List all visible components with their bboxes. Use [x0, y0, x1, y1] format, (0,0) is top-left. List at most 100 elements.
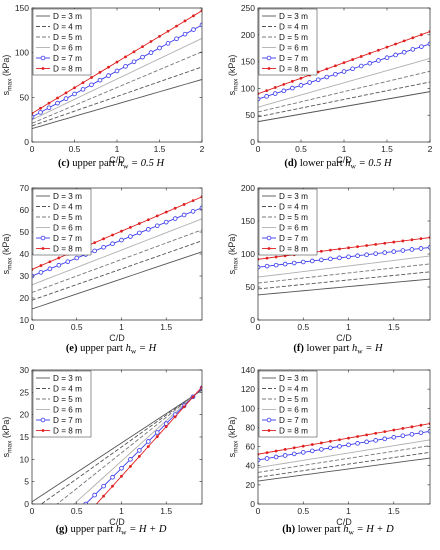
y-tick-label: 50	[246, 110, 256, 120]
legend-box	[32, 370, 92, 438]
legend-label: D = 6 m	[53, 44, 82, 53]
x-tick-label: 0	[256, 506, 261, 516]
data-point	[291, 260, 297, 266]
data-point	[328, 256, 333, 262]
data-point	[89, 82, 94, 88]
data-point	[157, 45, 162, 51]
y-tick-label: 10	[20, 454, 30, 464]
data-point	[146, 445, 150, 448]
data-point	[356, 245, 359, 249]
legend-label: D = 5 m	[279, 213, 308, 222]
y-tick-label: 60	[20, 205, 30, 215]
series-line	[32, 218, 202, 286]
data-point	[46, 105, 52, 111]
data-point	[102, 237, 105, 241]
series-line	[258, 81, 430, 118]
data-point	[281, 88, 287, 94]
y-tick-label: 140	[241, 365, 255, 375]
data-point	[192, 14, 195, 18]
data-point	[137, 455, 141, 458]
chart-panel: 0 0.5 1 1.5 0 20 40 60 80 100 120 140 C/D smax (kPa) D…	[227, 365, 431, 537]
legend-marker	[266, 235, 272, 241]
data-point	[402, 39, 406, 43]
data-point	[74, 255, 80, 261]
series-line	[258, 91, 430, 123]
data-point	[274, 449, 278, 453]
y-tick-label: 70	[20, 183, 30, 193]
data-point	[333, 71, 338, 77]
series-line	[258, 457, 430, 482]
data-point	[65, 259, 71, 264]
y-tick-label: 25	[20, 387, 30, 397]
panel-caption: (c) upper part hw = 0.5 H	[58, 158, 166, 171]
legend-label: D = 4 m	[279, 23, 308, 32]
data-point	[97, 77, 103, 83]
chart-panel: 0 0.5 1 1.5 0 5 10 15 20 25 30 C/D smax (kPa) D = 3 m…	[1, 365, 203, 537]
data-point	[373, 251, 378, 256]
data-point	[328, 445, 333, 451]
data-point	[427, 245, 430, 250]
legend-label: D = 3 m	[279, 12, 308, 21]
x-tick-label: 1	[119, 322, 124, 332]
y-tick-label: 20	[20, 293, 30, 303]
legend-label: D = 6 m	[279, 406, 308, 415]
data-point	[419, 237, 423, 241]
data-point	[48, 260, 52, 264]
data-point	[351, 58, 354, 61]
data-point	[319, 441, 323, 445]
data-point	[419, 44, 424, 49]
legend-label: D = 8 m	[53, 245, 82, 254]
legend-label: D = 4 m	[53, 203, 82, 212]
data-point	[291, 79, 294, 83]
data-point	[140, 54, 145, 60]
data-point	[191, 27, 196, 32]
data-point	[38, 270, 44, 275]
legend-label: D = 5 m	[53, 213, 82, 222]
data-point	[199, 205, 202, 211]
data-point	[120, 229, 123, 233]
data-point	[391, 435, 397, 440]
data-point	[373, 438, 378, 443]
x-axis-label: C/D	[109, 333, 125, 343]
data-point	[264, 94, 269, 99]
legend-label: D = 8 m	[53, 427, 82, 436]
data-point	[165, 41, 171, 46]
legend-marker	[267, 429, 271, 432]
data-point	[98, 70, 102, 74]
y-tick-label: 80	[246, 422, 256, 432]
data-point	[146, 218, 150, 222]
data-point	[382, 250, 388, 255]
series-line	[258, 255, 430, 278]
data-point	[83, 501, 88, 504]
data-point	[110, 241, 115, 246]
legend-label: D = 8 m	[53, 65, 82, 74]
data-point	[124, 55, 127, 59]
data-point	[410, 47, 416, 52]
y-tick-label: 0	[250, 499, 255, 509]
data-point	[315, 77, 321, 83]
data-point	[377, 48, 380, 52]
data-point	[337, 255, 342, 261]
y-tick-label: 30	[20, 271, 30, 281]
legend-label: D = 4 m	[53, 23, 82, 32]
y-tick-label: 0	[250, 315, 255, 325]
data-point	[154, 223, 160, 229]
data-point	[163, 219, 169, 225]
legend-label: D = 7 m	[53, 416, 82, 425]
data-point	[292, 446, 296, 450]
data-point	[149, 40, 153, 43]
data-point	[393, 52, 398, 58]
series-line	[258, 439, 430, 469]
series-line	[32, 251, 202, 310]
data-point	[355, 441, 360, 446]
y-tick-label: 40	[246, 461, 256, 471]
panel-caption: (h) lower part hw = H + D	[282, 524, 394, 537]
data-point	[300, 259, 306, 265]
data-point	[115, 60, 119, 64]
data-point	[141, 45, 144, 49]
legend-marker	[266, 55, 272, 61]
y-tick-label: 10	[20, 315, 30, 325]
data-point	[300, 450, 306, 455]
data-point	[391, 249, 397, 254]
data-point	[409, 247, 415, 252]
